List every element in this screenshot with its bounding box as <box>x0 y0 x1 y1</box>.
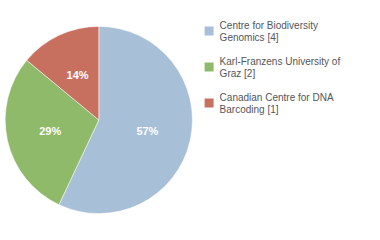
svg-text:Karl-Franzens University of: Karl-Franzens University of <box>220 56 341 67</box>
svg-text:Genomics [4]: Genomics [4] <box>220 32 279 43</box>
svg-text:14%: 14% <box>67 69 89 81</box>
svg-text:57%: 57% <box>136 125 158 137</box>
svg-text:29%: 29% <box>39 125 61 137</box>
svg-text:Canadian Centre for DNA: Canadian Centre for DNA <box>220 92 334 103</box>
svg-text:Graz [2]: Graz [2] <box>220 68 256 79</box>
svg-text:Barcoding [1]: Barcoding [1] <box>220 104 279 115</box>
svg-text:Centre for Biodiversity: Centre for Biodiversity <box>220 20 318 31</box>
